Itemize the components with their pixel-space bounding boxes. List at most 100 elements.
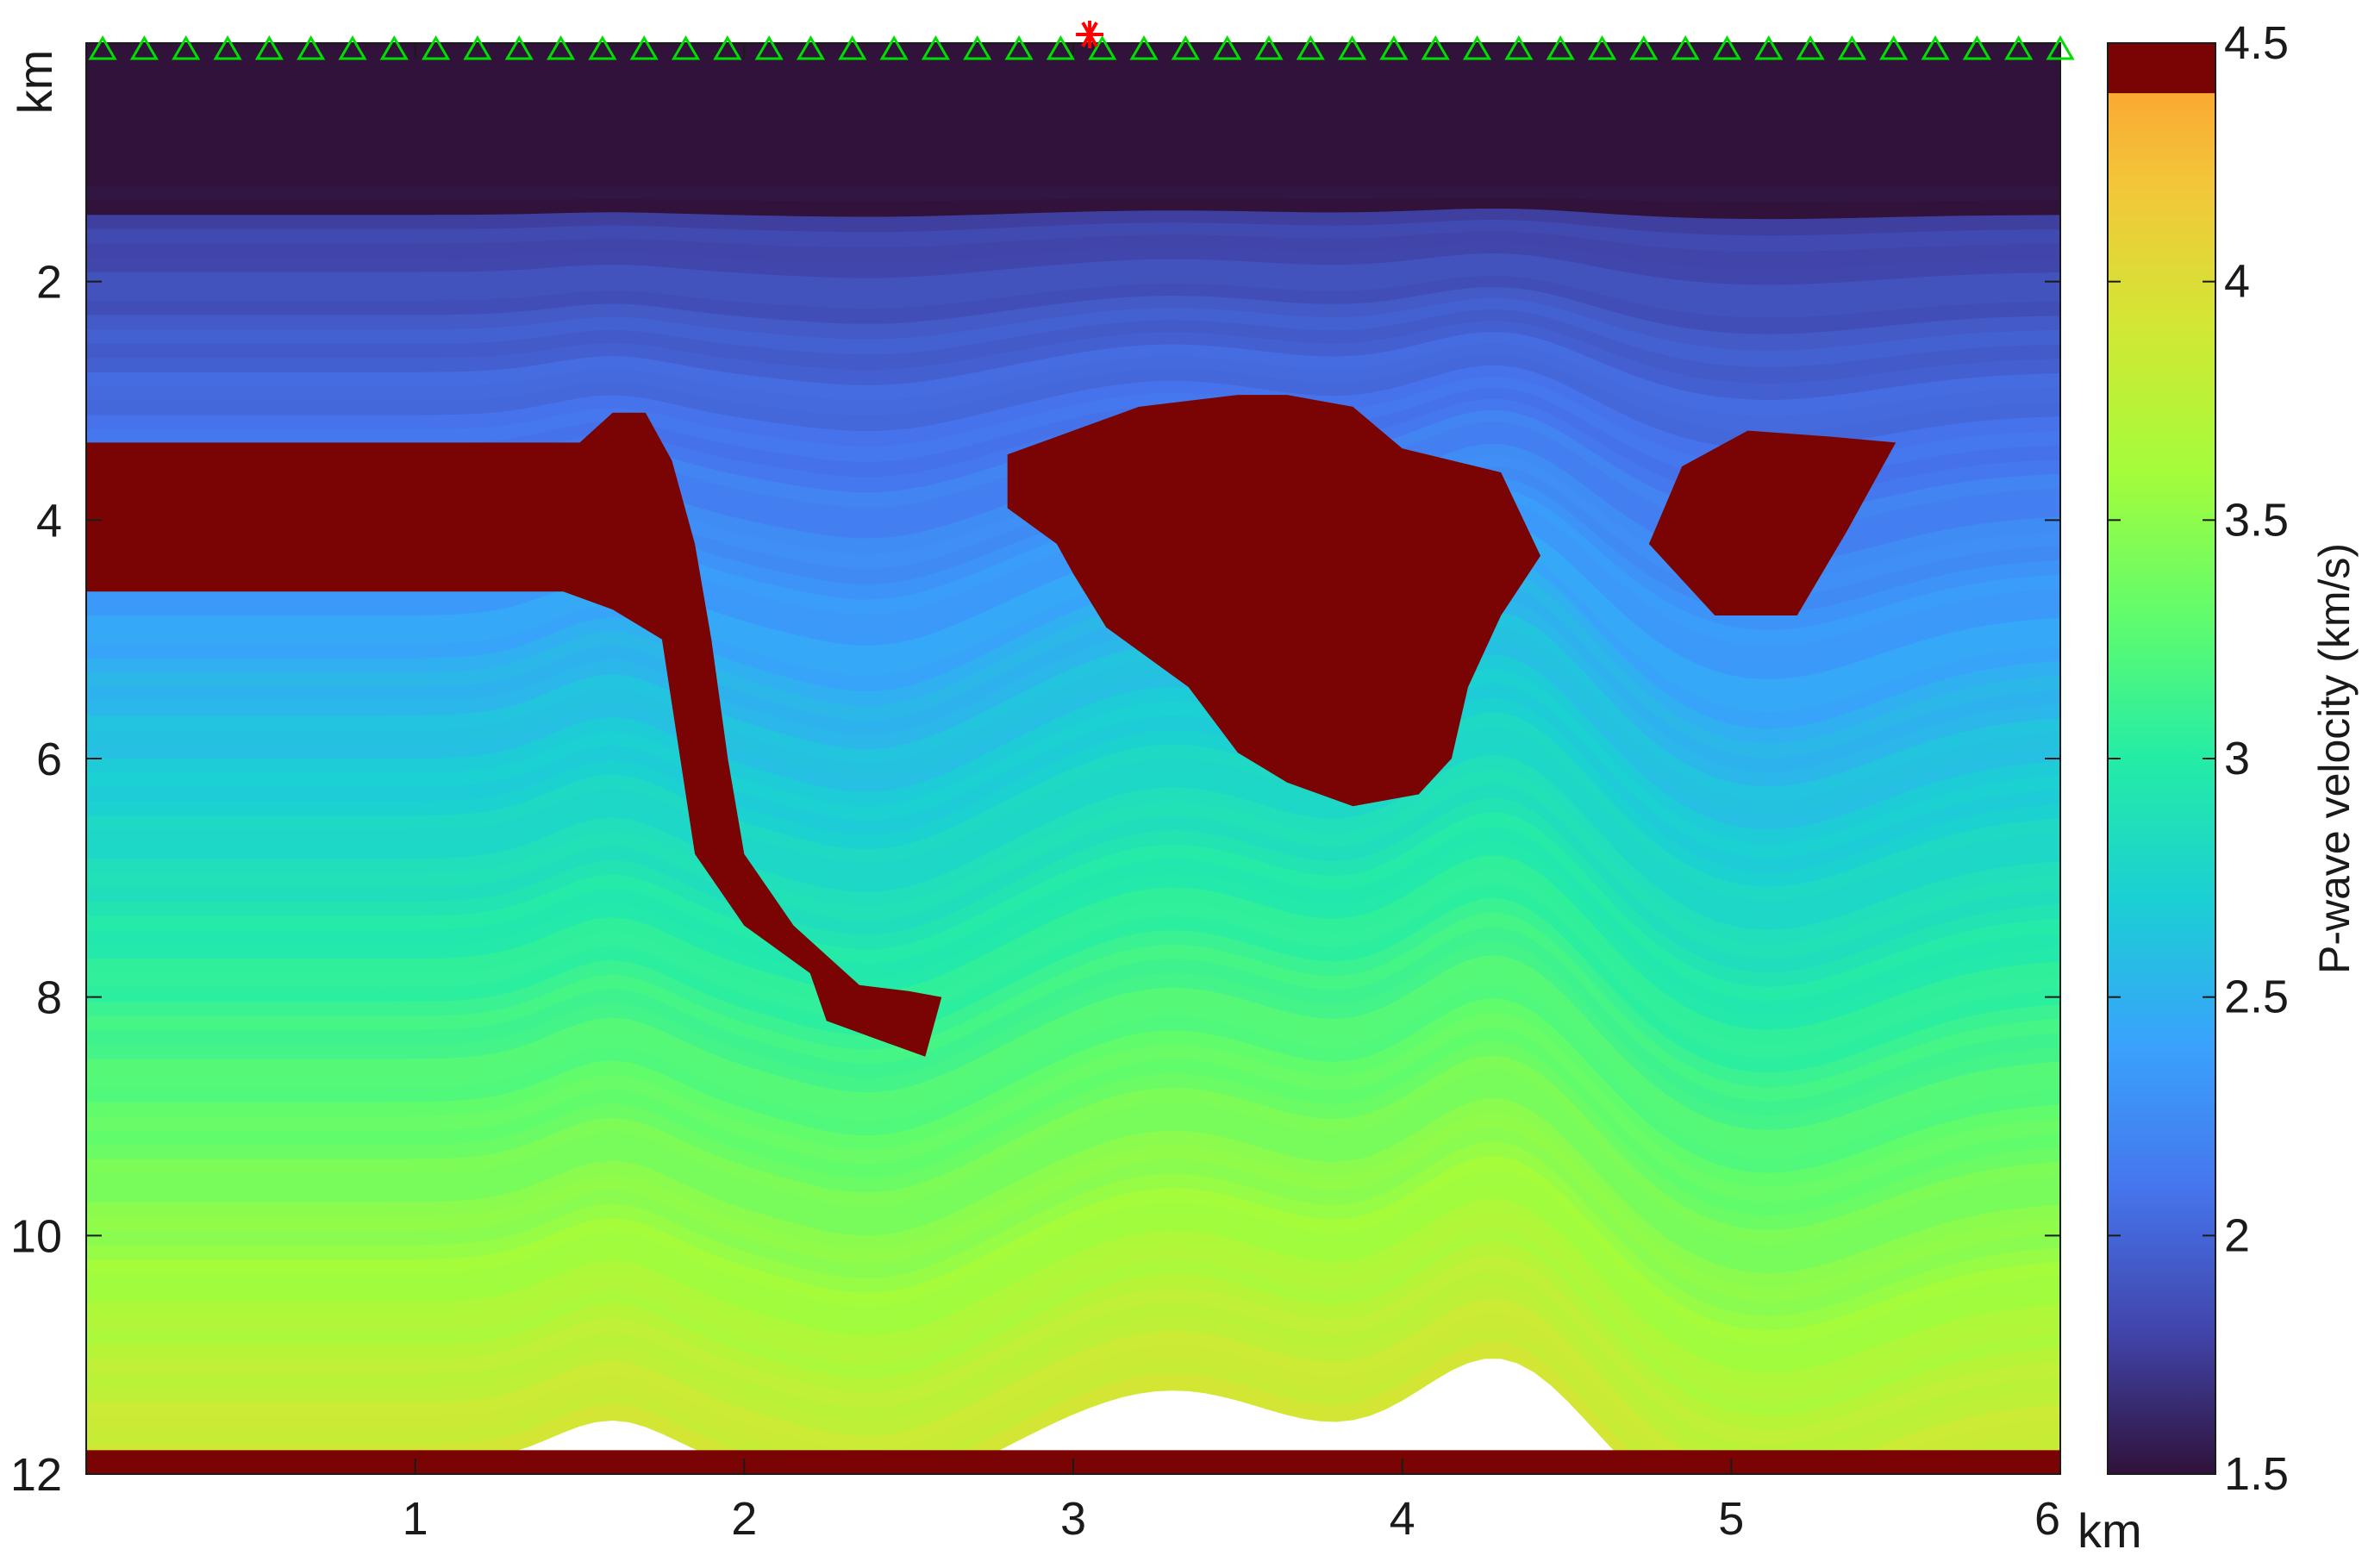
- receiver-triangle: [504, 35, 534, 60]
- velocity-layer-band: [86, 388, 2060, 502]
- receiver-triangle: [254, 35, 284, 60]
- velocity-layer-band: [86, 500, 2060, 666]
- receiver-triangle: [1671, 35, 1700, 60]
- velocity-layer-band: [86, 1256, 2060, 1447]
- receiver-triangle: [713, 35, 742, 60]
- receiver-triangle: [629, 35, 659, 60]
- velocity-layer-band: [86, 698, 2060, 890]
- velocity-layer-band: [86, 354, 2060, 453]
- velocity-layer-band: [86, 998, 2060, 1190]
- colorbar-tick-label: 3.5: [2224, 494, 2289, 546]
- velocity-layer-band: [86, 584, 2060, 775]
- velocity-layer-band: [86, 727, 2060, 918]
- velocity-layer-band: [86, 1070, 2060, 1261]
- velocity-layer-band: [86, 478, 2060, 633]
- receiver-triangle: [1629, 35, 1659, 60]
- receiver-triangle: [879, 35, 909, 60]
- velocity-layer-band: [86, 265, 2060, 321]
- receiver-triangle: [2004, 35, 2034, 60]
- velocity-layer-band: [86, 287, 2060, 353]
- velocity-layer-band: [86, 884, 2060, 1076]
- velocity-layer-band: [86, 669, 2060, 861]
- velocity-layer-band: [86, 1213, 2060, 1404]
- x-tick-label: 3: [1060, 1493, 1086, 1545]
- velocity-layer-band: [86, 343, 2060, 436]
- velocity-layer-band: [86, 455, 2060, 600]
- x-tick-label: 6: [2034, 1493, 2060, 1545]
- velocity-layer-band: [86, 433, 2060, 567]
- velocity-layer-band: [86, 253, 2060, 304]
- velocity-layer-band: [86, 220, 2060, 255]
- receiver-triangle: [1754, 35, 1784, 60]
- receiver-triangle: [1546, 35, 1575, 60]
- velocity-layer-band: [86, 1098, 2060, 1290]
- y-tick-label: 12: [10, 1449, 62, 1501]
- receiver-triangle: [1504, 35, 1534, 60]
- velocity-layer-band: [86, 740, 2060, 933]
- receiver-triangle: [172, 35, 201, 60]
- receiver-triangle: [129, 35, 159, 60]
- y-tick-label: 4: [36, 495, 62, 547]
- velocity-layer-band: [86, 941, 2060, 1133]
- velocity-layer-band: [86, 684, 2060, 875]
- velocity-layer-band: [86, 377, 2060, 485]
- colorbar-gradient: [2108, 43, 2215, 1474]
- velocity-layer-band: [86, 309, 2060, 386]
- velocity-layer-band: [86, 1342, 2060, 1474]
- velocity-layer-band: [86, 1156, 2060, 1347]
- colorbar-tick-label: 3: [2224, 733, 2250, 784]
- receiver-triangle: [1962, 35, 1991, 60]
- velocity-layer-band: [86, 984, 2060, 1176]
- receiver-triangle: [2046, 35, 2075, 60]
- receiver-triangle: [1587, 35, 1617, 60]
- velocity-layer-band: [86, 827, 2060, 1018]
- receiver-triangle: [1088, 35, 1117, 60]
- receiver-triangle: [838, 35, 867, 60]
- velocity-layer-band: [86, 197, 2060, 222]
- colorbar-ticks: 1.5 2 2.5 3 3.5 4 4.5: [2108, 17, 2289, 1500]
- receiver-triangle: [422, 35, 451, 60]
- velocity-layer-band: [86, 332, 2060, 420]
- receiver-triangle: [1796, 35, 1825, 60]
- receiver-triangle: [213, 35, 242, 60]
- velocity-layer-band: [86, 569, 2060, 760]
- receiver-triangle: [1254, 35, 1284, 60]
- receiver-triangle: [1421, 35, 1450, 60]
- source-marker: [1076, 21, 1104, 48]
- velocity-layer-band: [86, 1128, 2060, 1319]
- receiver-triangle: [1213, 35, 1242, 60]
- velocity-layer-band: [86, 870, 2060, 1061]
- x-tick-label: 4: [1390, 1493, 1415, 1545]
- velocity-layer-band: [86, 1013, 2060, 1204]
- receiver-markers: [88, 35, 2075, 60]
- receiver-triangle: [1129, 35, 1159, 60]
- receiver-triangle: [754, 35, 784, 60]
- velocity-layer-band: [86, 276, 2060, 337]
- receiver-triangle: [1879, 35, 1909, 60]
- right-salt-body: [1648, 430, 1896, 615]
- receiver-triangle: [1296, 35, 1325, 60]
- velocity-layer-band: [86, 399, 2060, 518]
- velocity-layer-band: [86, 1199, 2060, 1390]
- velocity-layer-band: [86, 422, 2060, 551]
- x-tick-label: 1: [403, 1493, 428, 1545]
- velocity-layer-band: [86, 898, 2060, 1090]
- velocity-layer-band: [86, 855, 2060, 1046]
- velocity-layer-band: [86, 534, 2060, 715]
- velocity-layer-band: [86, 1184, 2060, 1376]
- velocity-layer-band: [86, 1113, 2060, 1304]
- velocity-layer-band: [86, 1141, 2060, 1333]
- velocity-layer-band: [86, 640, 2060, 832]
- velocity-layer-band: [86, 1056, 2060, 1247]
- velocity-layer-band: [86, 522, 2060, 699]
- velocity-layer-band: [86, 321, 2060, 403]
- velocity-layer-band: [86, 655, 2060, 846]
- velocity-layer-band: [86, 970, 2060, 1161]
- receiver-triangle: [297, 35, 326, 60]
- y-tick-label: 6: [36, 734, 62, 785]
- receiver-triangle: [1004, 35, 1034, 60]
- velocity-layer-band: [86, 1241, 2060, 1434]
- velocity-layer-band: [86, 913, 2060, 1104]
